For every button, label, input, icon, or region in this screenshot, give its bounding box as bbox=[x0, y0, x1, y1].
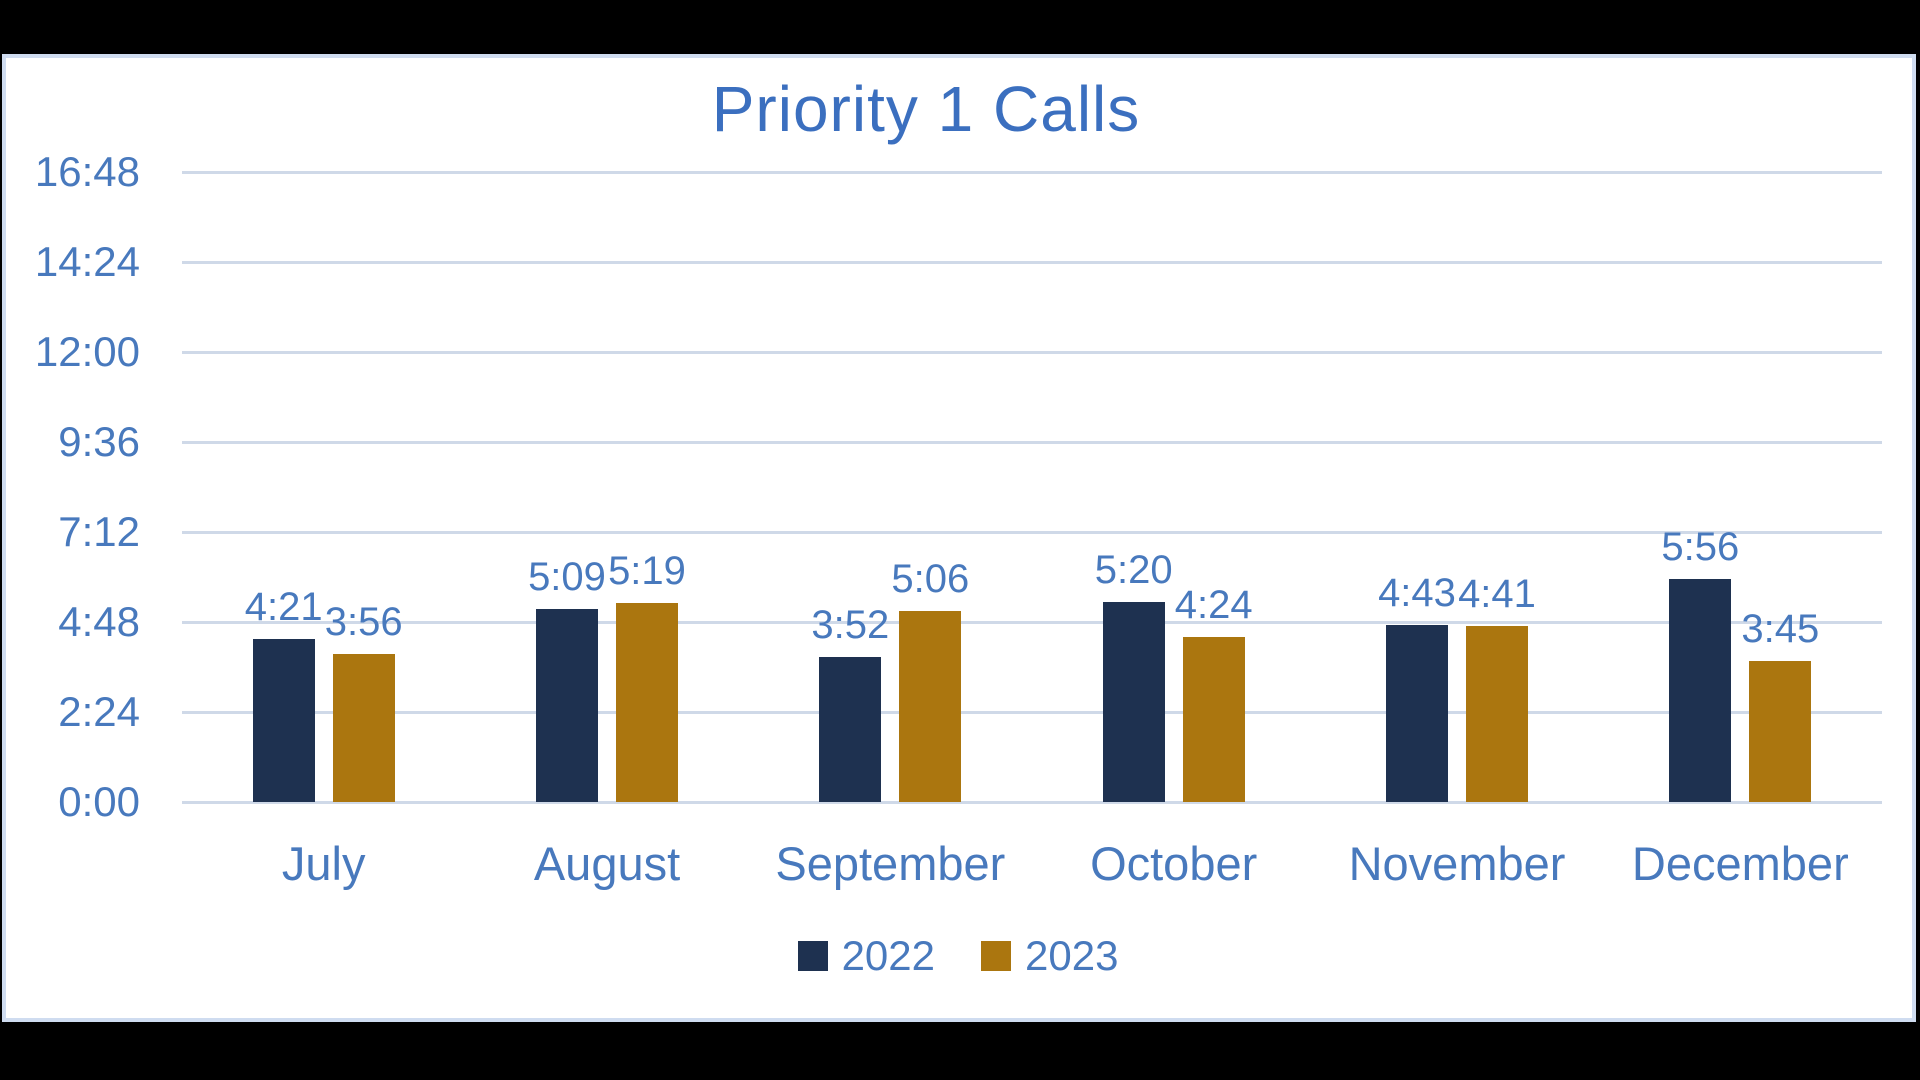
legend-label-2022: 2022 bbox=[841, 932, 935, 979]
bar-2023 bbox=[1466, 626, 1528, 802]
bar-value-label: 3:45 bbox=[1741, 607, 1820, 651]
bar-2022 bbox=[252, 639, 315, 802]
chart-panel: Priority 1 Calls 0:00 2:24 4:48 7:12 9:36 12:… bbox=[2, 54, 1916, 1022]
legend: 2022 2023 bbox=[6, 930, 1910, 982]
gridline bbox=[182, 441, 1882, 444]
legend-swatch-2022 bbox=[797, 941, 828, 971]
y-axis-tick-label: 16:48 bbox=[34, 148, 140, 195]
x-axis-category-label: October bbox=[1090, 837, 1258, 890]
x-axis-category-label: August bbox=[533, 837, 681, 890]
bar-2023 bbox=[899, 611, 962, 802]
bar-value-label: 5:56 bbox=[1661, 525, 1740, 569]
bar-value-label: 5:06 bbox=[891, 557, 970, 601]
bar-2023 bbox=[1749, 661, 1812, 802]
x-axis-category-label: July bbox=[281, 837, 366, 890]
gridline bbox=[182, 351, 1882, 354]
chart-title: Priority 1 Calls bbox=[711, 73, 1141, 145]
bar-2022 bbox=[536, 609, 598, 802]
y-axis-tick-label: 9:36 bbox=[58, 418, 140, 465]
plot-area: 0:00 2:24 4:48 7:12 9:36 12:00 14:24 16:48 4:21 3… bbox=[6, 58, 1912, 1018]
gridline bbox=[182, 711, 1882, 714]
bar-value-label: 5:19 bbox=[608, 549, 686, 593]
bar-2023 bbox=[1182, 637, 1245, 802]
gridline bbox=[182, 801, 1882, 804]
gridline bbox=[182, 171, 1882, 174]
legend-swatch-2023 bbox=[981, 941, 1011, 971]
y-axis-tick-label: 14:24 bbox=[34, 238, 140, 285]
gridline bbox=[182, 261, 1882, 264]
bar-2023 bbox=[616, 603, 678, 802]
y-axis-tick-label: 12:00 bbox=[34, 328, 140, 375]
gridline bbox=[182, 531, 1882, 534]
x-axis-category-label: November bbox=[1348, 837, 1566, 890]
x-axis-category-label: December bbox=[1631, 837, 1849, 890]
bar-2022 bbox=[1669, 579, 1732, 802]
y-axis-tick-label: 4:48 bbox=[58, 598, 140, 645]
gridline bbox=[182, 621, 1882, 624]
y-axis-tick-label: 0:00 bbox=[58, 778, 140, 825]
x-axis-category-label: September bbox=[775, 837, 1006, 890]
bar-2022 bbox=[1386, 625, 1448, 802]
bar-2023 bbox=[332, 654, 395, 802]
bar-2022 bbox=[819, 657, 882, 802]
y-axis-tick-label: 2:24 bbox=[58, 688, 140, 735]
bar-value-label: 3:56 bbox=[324, 600, 403, 644]
legend-item-2023: 2023 bbox=[981, 933, 1118, 979]
bar-value-label: 4:24 bbox=[1174, 583, 1253, 627]
bar-value-label: 3:52 bbox=[811, 603, 890, 647]
bar-2022 bbox=[1102, 602, 1165, 802]
legend-label-2023: 2023 bbox=[1025, 932, 1119, 979]
bar-value-label: 4:41 bbox=[1458, 572, 1536, 616]
y-axis-tick-label: 7:12 bbox=[58, 508, 140, 555]
legend-item-2022: 2022 bbox=[797, 932, 935, 979]
bar-value-label: 4:43 bbox=[1378, 571, 1456, 615]
bar-value-label: 5:20 bbox=[1094, 548, 1173, 592]
bar-value-label: 5:09 bbox=[528, 555, 606, 599]
bar-value-label: 4:21 bbox=[244, 585, 323, 629]
